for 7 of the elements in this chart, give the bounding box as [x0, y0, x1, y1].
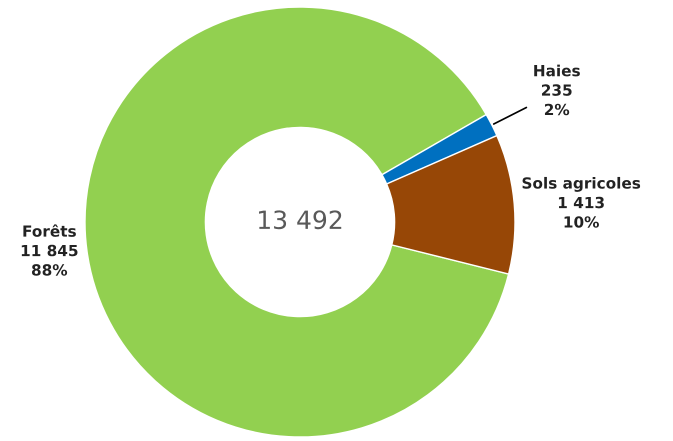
- slice-label: Sols agricoles: [522, 176, 640, 192]
- slice-label: Forêts: [23, 224, 76, 237]
- data-label: 235 2%: [542, 84, 572, 116]
- data-label: 1 413 10%: [558, 196, 604, 228]
- text: 13 492: [259, 210, 342, 230]
- data-label: 11 845 88%: [22, 244, 78, 276]
- slice-label: Haies: [534, 64, 580, 76]
